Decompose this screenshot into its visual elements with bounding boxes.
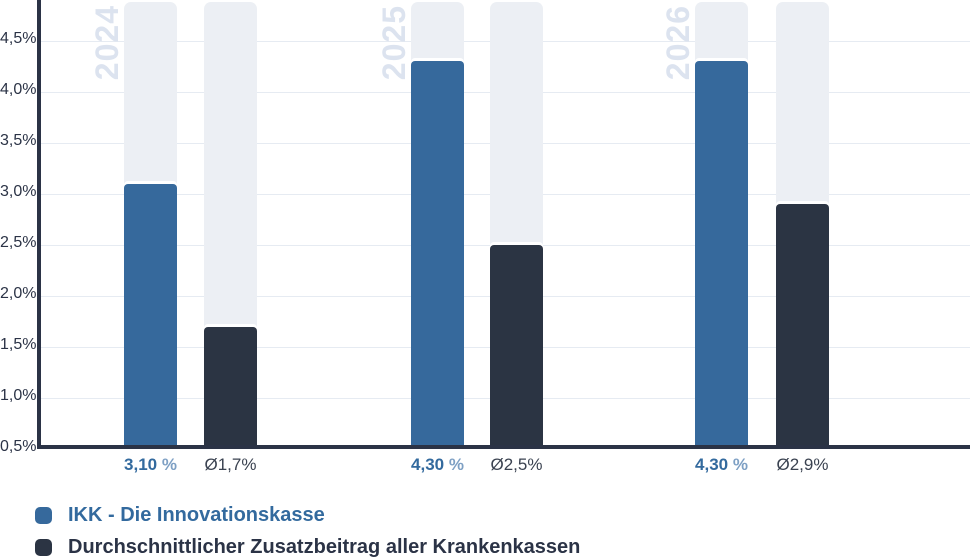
value-number: 4,30: [695, 455, 729, 474]
year-watermark-2026: 2026: [660, 5, 696, 81]
bar-average-2026: [776, 204, 829, 445]
y-tick-label-4,0%: 4,0%: [0, 81, 37, 98]
value-number: 4,30: [411, 455, 445, 474]
y-tick-label-3,5%: 3,5%: [0, 132, 37, 149]
legend-item-ikk: IKK - Die Innovationskasse: [35, 504, 580, 526]
legend-swatch-average: [35, 538, 52, 556]
value-label-ikk-2026: 4,30 %: [695, 455, 748, 475]
x-axis-line: [37, 445, 970, 449]
legend-item-average: Durchschnittlicher Zusatzbeitrag aller K…: [35, 536, 580, 558]
bar-average-2024: [204, 326, 257, 445]
y-tick-label-4,5%: 4,5%: [0, 30, 37, 47]
bar-ikk-2026: [695, 61, 748, 445]
y-tick-label-2,0%: 2,0%: [0, 285, 37, 302]
value-label-average-2024: Ø1,7%: [204, 455, 257, 474]
value-unit: %: [728, 455, 748, 474]
legend: IKK - Die Innovationskasse Durchschnittl…: [35, 504, 580, 558]
year-watermark-2024: 2024: [89, 5, 125, 81]
value-label-average-2026: Ø2,9%: [776, 455, 829, 474]
plot-area: 4,5% 4,0% 3,5% 3,0% 2,5% 2,0% 1,5% 1,0% 0,5% 2024…: [0, 0, 970, 475]
y-tick-label-3,0%: 3,0%: [0, 183, 37, 200]
legend-swatch-ikk: [35, 506, 52, 524]
y-tick-label-1,5%: 1,5%: [0, 336, 37, 353]
bar-average-2025: [490, 245, 543, 445]
y-axis-line: [37, 0, 41, 449]
bar-ikk-2024: [124, 183, 177, 445]
value-label-ikk-2025: 4,30 %: [411, 455, 464, 475]
value-unit: %: [444, 455, 464, 474]
value-unit: %: [157, 455, 177, 474]
y-tick-label-2,5%: 2,5%: [0, 234, 37, 251]
bar-ikk-2025: [411, 61, 464, 445]
y-tick-label-0,5%: 0,5%: [0, 438, 37, 455]
value-label-average-2025: Ø2,5%: [490, 455, 543, 474]
legend-label-average: Durchschnittlicher Zusatzbeitrag aller K…: [68, 536, 581, 558]
legend-label-ikk: IKK - Die Innovationskasse: [68, 504, 325, 526]
year-watermark-2025: 2025: [376, 5, 412, 81]
value-number: 3,10: [124, 455, 158, 474]
y-tick-label-1,0%: 1,0%: [0, 387, 37, 404]
value-label-ikk-2024: 3,10 %: [124, 455, 177, 475]
